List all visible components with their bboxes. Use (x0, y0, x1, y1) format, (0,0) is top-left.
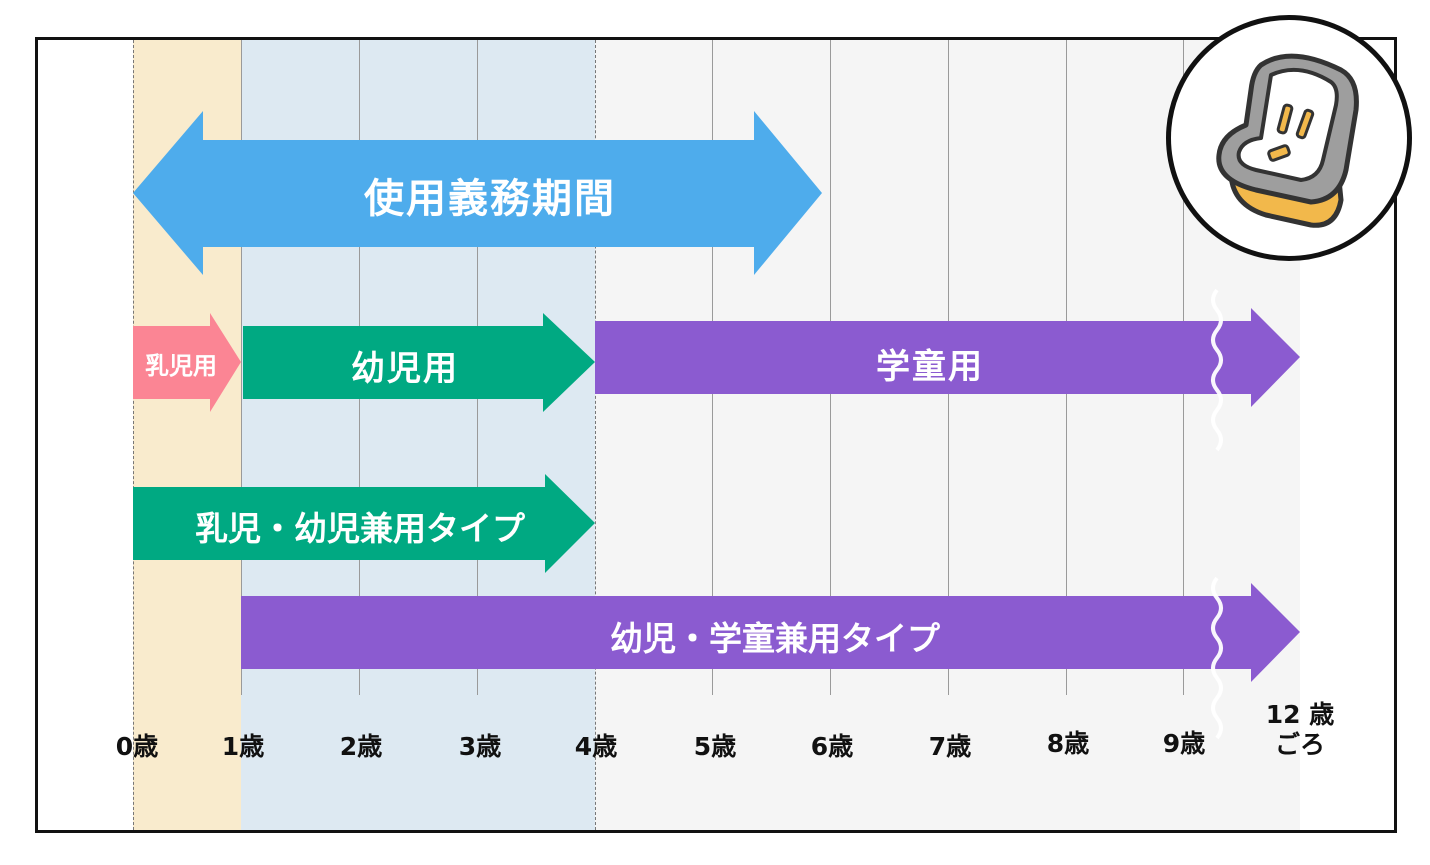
gridline-4 (595, 40, 596, 830)
toddler-arrow (243, 313, 595, 412)
car-seat-icon-badge (1166, 15, 1412, 261)
school-arrow (595, 308, 1300, 407)
toddler-label: 幼児用 (351, 349, 459, 389)
tick-12-line2: ごろ (1274, 730, 1325, 759)
toddler-school-arrow (241, 583, 1300, 682)
tick-2: 2歳 (339, 732, 383, 761)
tick-4: 4歳 (574, 732, 618, 761)
infant-toddler-label: 乳児・幼児兼用タイプ (195, 509, 525, 548)
tick-0: 0歳 (115, 732, 159, 761)
tick-12-line1: 12 歳 (1265, 700, 1335, 729)
tick-1: 1歳 (221, 732, 265, 761)
school-label: 学童用 (876, 347, 984, 387)
tick-8: 8歳 (1046, 729, 1090, 758)
tick-3: 3歳 (458, 732, 502, 761)
mandatory-label: 使用義務期間 (364, 176, 616, 222)
tick-5: 5歳 (693, 732, 737, 761)
axis-break-wave-2 (1211, 576, 1223, 740)
toddler-school-label: 幼児・学童兼用タイプ (610, 619, 940, 658)
tick-7: 7歳 (928, 732, 972, 761)
car-seat-icon (1216, 53, 1359, 228)
tick-6: 6歳 (810, 732, 854, 761)
gridline-1 (241, 40, 242, 695)
infant-arrow (133, 313, 241, 412)
infant-label: 乳児用 (145, 352, 217, 380)
infant-toddler-arrow (133, 474, 595, 573)
gridline-0 (133, 40, 134, 830)
mandatory-arrow (133, 111, 822, 275)
tick-9: 9歳 (1162, 729, 1206, 758)
axis-break-wave-1 (1211, 288, 1223, 452)
tick-12: 12 歳 ごろ (1266, 700, 1335, 760)
